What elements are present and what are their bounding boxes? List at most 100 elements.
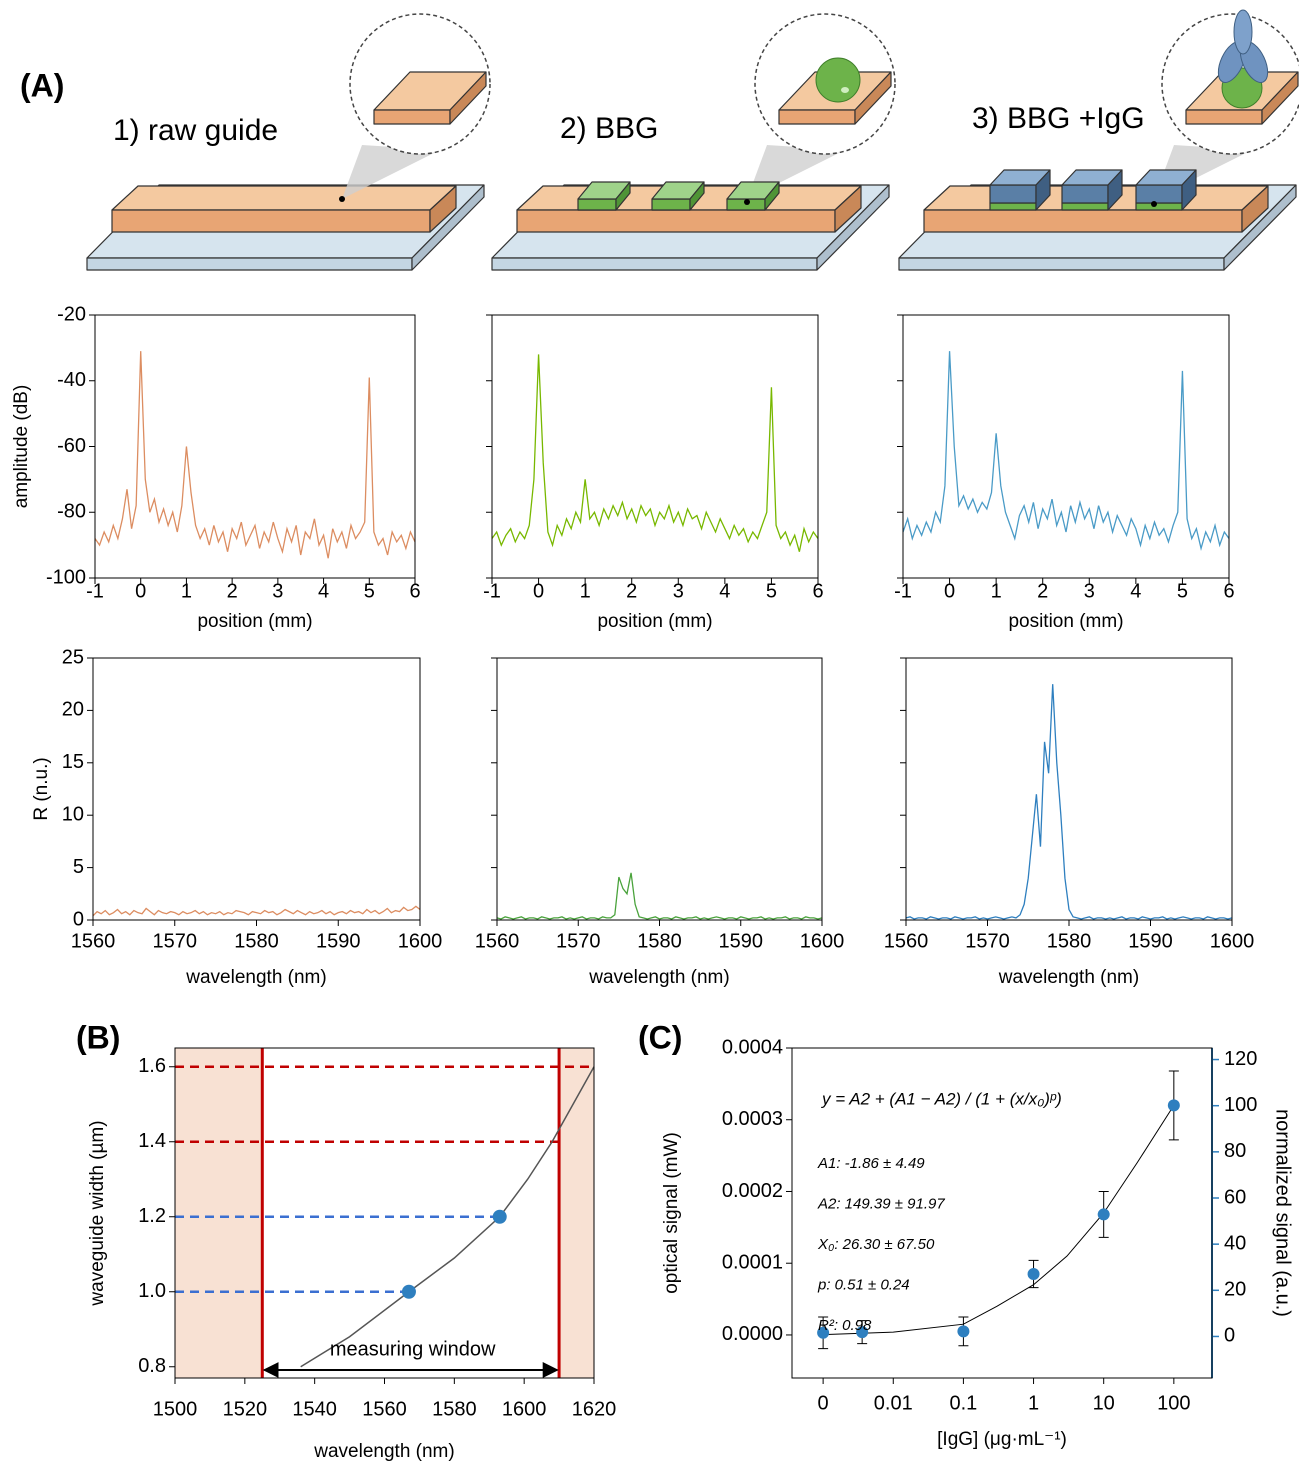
- data-line: [94, 351, 416, 559]
- annotation: measuring window: [330, 1338, 496, 1360]
- data-point: [1167, 1099, 1180, 1112]
- y-tick-label: 5: [73, 856, 84, 878]
- schematic-bbg: [491, 13, 896, 271]
- x-tick-label: 1570: [556, 930, 601, 952]
- x-tick-label: 3: [673, 580, 684, 602]
- y-tick-label: 0.0002: [722, 1180, 783, 1202]
- x-tick-label: 2: [227, 580, 238, 602]
- x-tick-label: 3: [272, 580, 283, 602]
- x-tick-label: 1580: [1047, 930, 1092, 952]
- x-tick-label: 1600: [1210, 930, 1255, 952]
- antibody-block-illustration: [989, 169, 1051, 211]
- x-tick-label: 0.01: [874, 1392, 913, 1414]
- y2-tick-label: 120: [1224, 1048, 1257, 1070]
- antibody-block-illustration: [1061, 169, 1123, 211]
- x-tick-label: 1: [580, 580, 591, 602]
- y-tick-label: -60: [57, 435, 86, 457]
- y2-tick-label: 40: [1224, 1232, 1246, 1254]
- waveguide-illustration: [491, 13, 896, 271]
- x-tick-label: 5: [766, 580, 777, 602]
- y-axis-label: amplitude (dB): [11, 385, 32, 509]
- x-tick-label: 0: [533, 580, 544, 602]
- y2-tick-label: 100: [1224, 1094, 1257, 1116]
- x-tick-label: 100: [1157, 1392, 1190, 1414]
- x-tick-label: -1: [894, 580, 912, 602]
- x-tick-label: 1580: [234, 930, 279, 952]
- x-tick-label: 1590: [1128, 930, 1173, 952]
- antibody-block-illustration: [1135, 169, 1197, 211]
- fit-parameter: X₀: 26.30 ± 67.50: [817, 1236, 935, 1253]
- x-tick-label: 4: [318, 580, 329, 602]
- equation: y = A2 + (A1 − A2) / (1 + (x/x₀)ᵖ): [821, 1089, 1062, 1108]
- x-axis-label: wavelength (nm): [185, 967, 326, 988]
- x-tick-label: 1600: [398, 930, 443, 952]
- x-axis-label: position (mm): [1008, 611, 1123, 632]
- panel-label: (A): [20, 67, 64, 103]
- x-tick-label: 1540: [292, 1398, 337, 1420]
- y-tick-label: 1.6: [138, 1055, 166, 1077]
- x-tick-label: 4: [1130, 580, 1141, 602]
- plot-frame: [92, 657, 421, 921]
- x-tick-label: 1560: [475, 930, 520, 952]
- y2-tick-label: 80: [1224, 1140, 1246, 1162]
- x-tick-label: 1590: [719, 930, 764, 952]
- data-point: [856, 1326, 869, 1339]
- y-tick-label: 0.0004: [722, 1036, 783, 1058]
- x-tick-label: 0: [944, 580, 955, 602]
- x-tick-label: 5: [364, 580, 375, 602]
- panel-label: (B): [76, 1019, 120, 1055]
- x-axis-label: wavelength (nm): [998, 967, 1139, 988]
- fit-parameter: R²: 0.98: [818, 1317, 872, 1334]
- y-tick-label: 0: [73, 908, 84, 930]
- x-tick-label: 6: [1223, 580, 1234, 602]
- chart-title: 2) BBG: [560, 112, 658, 145]
- x-tick-label: 1600: [502, 1398, 547, 1420]
- y-axis-label: R (n.u.): [31, 757, 52, 820]
- y-tick-label: 0.0003: [722, 1108, 783, 1130]
- y-tick-label: -80: [57, 501, 86, 523]
- fit-parameter: A2: 149.39 ± 91.97: [817, 1195, 945, 1212]
- y-tick-label: -20: [57, 303, 86, 325]
- y-tick-label: 20: [62, 699, 84, 721]
- x-tick-label: 1500: [153, 1398, 198, 1420]
- x-tick-label: 2: [626, 580, 637, 602]
- data-line: [905, 684, 1233, 920]
- y-tick-label: -40: [57, 369, 86, 391]
- x-tick-label: 1580: [432, 1398, 477, 1420]
- y-tick-label: 0.0001: [722, 1251, 783, 1273]
- x-tick-label: 0.1: [950, 1392, 978, 1414]
- x-tick-label: 3: [1084, 580, 1095, 602]
- x-tick-label: 4: [719, 580, 730, 602]
- chart-title: 3) BBG +IgG: [972, 102, 1145, 135]
- data-point: [1097, 1208, 1110, 1221]
- schematic-raw-guide: [86, 13, 491, 271]
- data-point: [957, 1325, 970, 1338]
- x-tick-label: 1600: [800, 930, 845, 952]
- x-axis-label: [IgG] (μg·mL⁻¹): [937, 1429, 1067, 1450]
- x-tick-label: 1: [181, 580, 192, 602]
- x-tick-label: 1590: [316, 930, 361, 952]
- fit-parameter: A1: -1.86 ± 4.49: [817, 1155, 925, 1172]
- x-axis-label: position (mm): [197, 611, 312, 632]
- x-axis-label: wavelength (nm): [588, 967, 729, 988]
- y-tick-label: -100: [46, 566, 86, 588]
- schematic-bbg-igg: [898, 9, 1299, 271]
- y2-tick-label: 0: [1224, 1325, 1235, 1347]
- y-tick-label: 1.4: [138, 1130, 166, 1152]
- x-tick-label: 1570: [965, 930, 1010, 952]
- x-tick-label: 1620: [572, 1398, 617, 1420]
- y-tick-label: 1.2: [138, 1205, 166, 1227]
- x-tick-label: 1560: [362, 1398, 407, 1420]
- x-axis-label: wavelength (nm): [313, 1441, 454, 1462]
- x-tick-label: 1: [991, 580, 1002, 602]
- fit-curve: [823, 1105, 1175, 1336]
- y2-axis-label: normalized signal (a.u.): [1272, 1109, 1294, 1317]
- y-tick-label: 0.8: [138, 1355, 166, 1377]
- x-tick-label: 1520: [223, 1398, 268, 1420]
- y2-tick-label: 60: [1224, 1186, 1246, 1208]
- x-tick-label: 1560: [71, 930, 116, 952]
- data-point: [401, 1284, 416, 1299]
- x-tick-label: 1580: [637, 930, 682, 952]
- y-tick-label: 10: [62, 803, 84, 825]
- plot-frame: [496, 657, 823, 921]
